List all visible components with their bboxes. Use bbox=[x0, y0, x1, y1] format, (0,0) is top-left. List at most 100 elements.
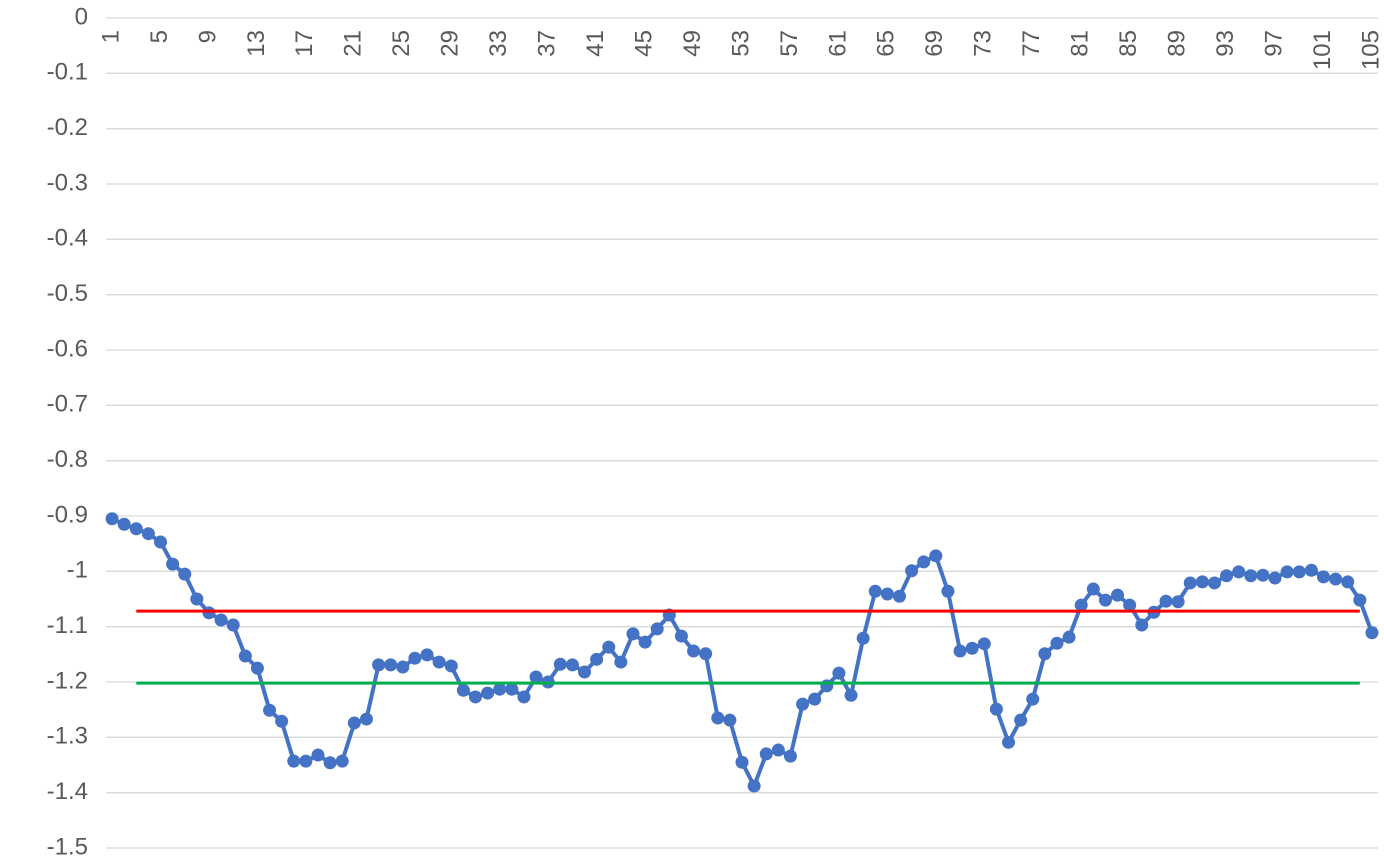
marker bbox=[892, 589, 906, 603]
marker bbox=[1244, 569, 1258, 583]
marker bbox=[735, 755, 749, 769]
marker bbox=[565, 658, 579, 672]
marker bbox=[493, 682, 507, 696]
y-tick-label: -1.5 bbox=[47, 833, 88, 860]
x-tick-label: 93 bbox=[1212, 30, 1239, 57]
marker bbox=[129, 522, 143, 536]
y-tick-label: -0.8 bbox=[47, 446, 88, 473]
x-tick-label: 101 bbox=[1309, 30, 1336, 70]
marker bbox=[977, 637, 991, 651]
marker bbox=[626, 627, 640, 641]
marker bbox=[154, 535, 168, 549]
marker bbox=[323, 756, 337, 770]
marker bbox=[1365, 626, 1379, 640]
marker bbox=[384, 658, 398, 672]
marker bbox=[1232, 565, 1246, 579]
marker bbox=[1195, 575, 1209, 589]
marker bbox=[1098, 593, 1112, 607]
marker bbox=[202, 606, 216, 620]
x-tick-label: 77 bbox=[1018, 30, 1045, 57]
marker bbox=[178, 567, 192, 581]
marker bbox=[747, 779, 761, 793]
marker bbox=[481, 686, 495, 700]
marker bbox=[965, 641, 979, 655]
marker bbox=[1123, 598, 1137, 612]
marker bbox=[759, 747, 773, 761]
marker bbox=[808, 692, 822, 706]
x-tick-label: 53 bbox=[727, 30, 754, 57]
y-tick-label: -0.7 bbox=[47, 391, 88, 418]
x-tick-label: 41 bbox=[582, 30, 609, 57]
marker bbox=[335, 754, 349, 768]
marker bbox=[1220, 569, 1234, 583]
marker bbox=[250, 661, 264, 675]
marker bbox=[1329, 572, 1343, 586]
y-tick-label: -1.4 bbox=[47, 778, 88, 805]
marker bbox=[1304, 563, 1318, 577]
marker bbox=[674, 629, 688, 643]
marker bbox=[299, 754, 313, 768]
x-tick-label: 105 bbox=[1357, 30, 1384, 70]
marker bbox=[1353, 593, 1367, 607]
marker bbox=[687, 644, 701, 658]
marker bbox=[941, 584, 955, 598]
marker bbox=[420, 648, 434, 662]
marker bbox=[868, 584, 882, 598]
marker bbox=[1183, 576, 1197, 590]
marker bbox=[832, 666, 846, 680]
marker bbox=[1135, 618, 1149, 632]
marker bbox=[917, 555, 931, 569]
marker bbox=[856, 631, 870, 645]
x-tick-label: 49 bbox=[679, 30, 706, 57]
marker bbox=[1280, 565, 1294, 579]
marker bbox=[1014, 713, 1028, 727]
marker bbox=[432, 655, 446, 669]
x-tick-label: 45 bbox=[630, 30, 657, 57]
x-tick-label: 69 bbox=[921, 30, 948, 57]
marker bbox=[1002, 735, 1016, 749]
y-tick-label: -0.2 bbox=[47, 114, 88, 141]
marker bbox=[372, 658, 386, 672]
marker bbox=[1268, 571, 1282, 585]
marker bbox=[1256, 568, 1270, 582]
marker bbox=[820, 679, 834, 693]
marker bbox=[1026, 692, 1040, 706]
x-tick-label: 81 bbox=[1067, 30, 1094, 57]
y-tick-label: 0 bbox=[75, 3, 88, 30]
marker bbox=[1086, 582, 1100, 596]
y-tick-label: -0.6 bbox=[47, 335, 88, 362]
x-tick-label: 17 bbox=[291, 30, 318, 57]
marker bbox=[529, 670, 543, 684]
marker bbox=[141, 527, 155, 541]
x-tick-label: 1 bbox=[97, 30, 124, 43]
marker bbox=[771, 743, 785, 757]
series-line bbox=[111, 516, 1374, 789]
marker bbox=[783, 749, 797, 763]
marker bbox=[263, 703, 277, 717]
marker bbox=[311, 748, 325, 762]
marker bbox=[650, 622, 664, 636]
marker bbox=[1050, 636, 1064, 650]
x-tick-label: 29 bbox=[437, 30, 464, 57]
x-tick-label: 33 bbox=[485, 30, 512, 57]
marker bbox=[989, 702, 1003, 716]
marker bbox=[408, 651, 422, 665]
marker bbox=[1062, 630, 1076, 644]
y-tick-label: -0.9 bbox=[47, 501, 88, 528]
marker bbox=[190, 592, 204, 606]
x-tick-label: 5 bbox=[146, 30, 173, 43]
x-tick-label: 73 bbox=[970, 30, 997, 57]
marker bbox=[166, 557, 180, 571]
x-tick-label: 37 bbox=[534, 30, 561, 57]
marker bbox=[1341, 575, 1355, 589]
y-tick-label: -0.5 bbox=[47, 280, 88, 307]
y-tick-label: -0.4 bbox=[47, 225, 88, 252]
marker bbox=[711, 711, 725, 725]
marker bbox=[226, 618, 240, 632]
x-tick-label: 85 bbox=[1115, 30, 1142, 57]
marker bbox=[105, 512, 119, 526]
marker bbox=[505, 682, 519, 696]
marker bbox=[1159, 594, 1173, 608]
marker bbox=[638, 635, 652, 649]
y-tick-label: -1.3 bbox=[47, 723, 88, 750]
